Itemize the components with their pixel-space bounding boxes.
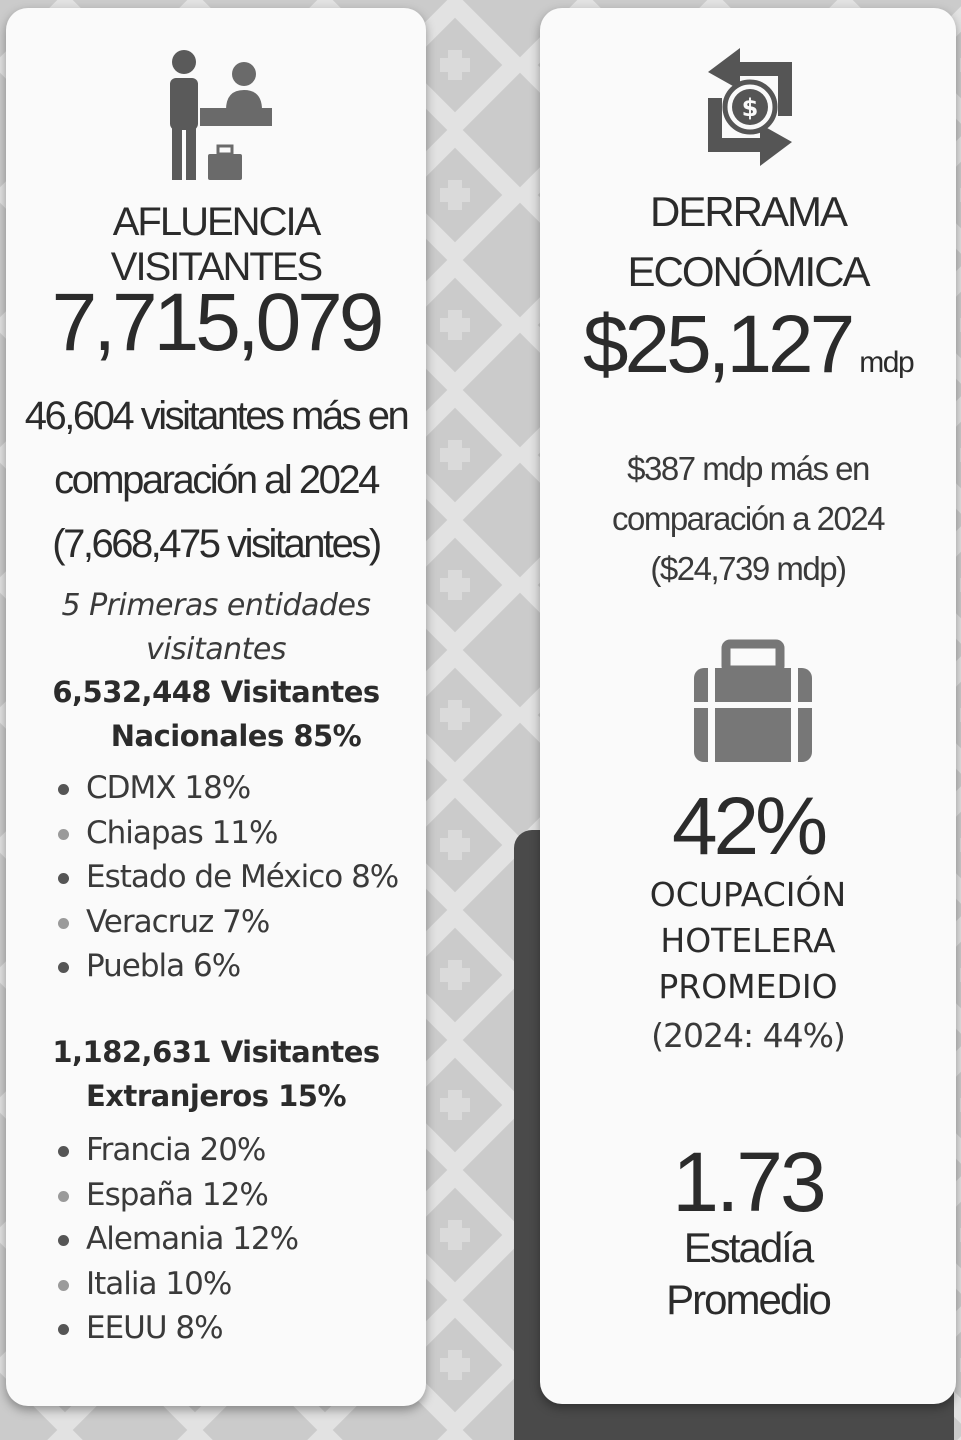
bullet-icon	[58, 917, 69, 929]
item-label: España 12%	[86, 1176, 269, 1213]
bullet-icon	[58, 828, 69, 840]
list-item: España 12%	[56, 1173, 298, 1218]
comparison-line: ($24,739 mdp)	[650, 550, 847, 587]
occupancy-label: OCUPACIÓN HOTELERA PROMEDIO	[540, 872, 956, 1010]
bullet-icon	[58, 784, 69, 795]
subtitle-line: visitantes	[145, 632, 287, 667]
reception-desk-icon	[170, 50, 272, 180]
bullet-icon	[58, 1279, 69, 1291]
foreign-list: Francia 20% España 12% Alemania 12% Ital…	[56, 1128, 299, 1351]
list-item: Chiapas 11%	[56, 811, 398, 856]
item-label: Puebla 6%	[86, 948, 241, 984]
item-label: EEUU 8%	[86, 1310, 224, 1346]
list-item: Veracruz 7%	[56, 900, 398, 945]
list-item: EEUU 8%	[56, 1306, 298, 1351]
national-heading: 6,532,448 Visitantes Nacionales 85%	[6, 670, 426, 758]
heading-line: Nacionales 85%	[110, 719, 362, 753]
occupancy-value: 42%	[671, 781, 828, 872]
bullet-icon	[58, 873, 69, 884]
national-list: CDMX 18% Chiapas 11% Estado de México 8%…	[56, 766, 399, 989]
visitors-card: AFLUENCIA VISITANTES 7,715,079 46,604 vi…	[6, 8, 426, 1406]
list-item: Puebla 6%	[56, 944, 398, 989]
bullet-icon	[58, 1190, 69, 1202]
item-label: Italia 10%	[86, 1265, 232, 1302]
amount-unit: mdp	[859, 346, 914, 379]
suitcase-icon	[694, 639, 812, 762]
item-label: CDMX 18%	[86, 770, 251, 806]
comparison-line: (7,668,475 visitantes)	[52, 522, 382, 566]
foreign-heading: 1,182,631 Visitantes Extranjeros 15%	[6, 1030, 426, 1118]
item-label: Francia 20%	[86, 1132, 266, 1168]
money-exchange-icon: $	[708, 48, 792, 166]
label-line: OCUPACIÓN	[649, 875, 847, 914]
title-line: DERRAMA	[649, 188, 848, 235]
comparison-line: 46,604 visitantes más en	[24, 394, 410, 438]
label-line: PROMEDIO	[658, 967, 838, 1006]
economy-amount: $25,127 mdp	[540, 298, 956, 392]
comparison-line: comparación al 2024	[54, 458, 380, 502]
bullet-icon	[58, 1324, 69, 1335]
list-item: Francia 20%	[56, 1128, 298, 1173]
list-item: CDMX 18%	[56, 766, 398, 811]
heading-line: Extranjeros 15%	[86, 1079, 347, 1113]
economy-title: DERRAMA ECONÓMICA	[540, 182, 956, 302]
economy-card: $ DERRAMA ECONÓMICA $25,127 mdp $387 mdp …	[540, 8, 956, 1404]
label-line: Promedio	[666, 1276, 832, 1323]
comparison-line: $387 mdp más en	[627, 450, 870, 487]
comparison-line: comparación a 2024	[611, 500, 886, 537]
bullet-icon	[58, 962, 69, 973]
stay-label: Estadía Promedio	[540, 1222, 956, 1326]
svg-text:$: $	[742, 94, 759, 122]
item-label: Alemania 12%	[86, 1221, 299, 1257]
visitors-title: AFLUENCIA VISITANTES	[110, 200, 323, 289]
stay-value: 1.73	[672, 1135, 827, 1229]
item-label: Veracruz 7%	[86, 903, 270, 940]
item-label: Chiapas 11%	[86, 814, 278, 851]
heading-line: 1,182,631 Visitantes	[52, 1035, 380, 1069]
heading-line: 6,532,448 Visitantes	[52, 675, 380, 709]
bullet-icon	[58, 1235, 69, 1246]
occupancy-previous: (2024: 44%)	[651, 1016, 846, 1055]
visitors-comparison: 46,604 visitantes más en comparación al …	[6, 384, 426, 576]
title-line: ECONÓMICA	[627, 248, 870, 295]
amount-value: $25,127	[582, 299, 855, 390]
top-entities-subtitle: 5 Primeras entidades visitantes	[6, 584, 426, 672]
economy-comparison: $387 mdp más en comparación a 2024 ($24,…	[540, 444, 956, 594]
visitors-total: 7,715,079	[51, 277, 385, 368]
subtitle-line: 5 Primeras entidades	[61, 588, 371, 623]
item-label: Estado de México 8%	[86, 859, 399, 895]
label-line: Estadía	[683, 1224, 814, 1271]
label-line: HOTELERA	[660, 921, 836, 960]
list-item: Estado de México 8%	[56, 855, 399, 900]
list-item: Alemania 12%	[56, 1217, 299, 1262]
bullet-icon	[58, 1146, 69, 1157]
list-item: Italia 10%	[56, 1262, 298, 1307]
